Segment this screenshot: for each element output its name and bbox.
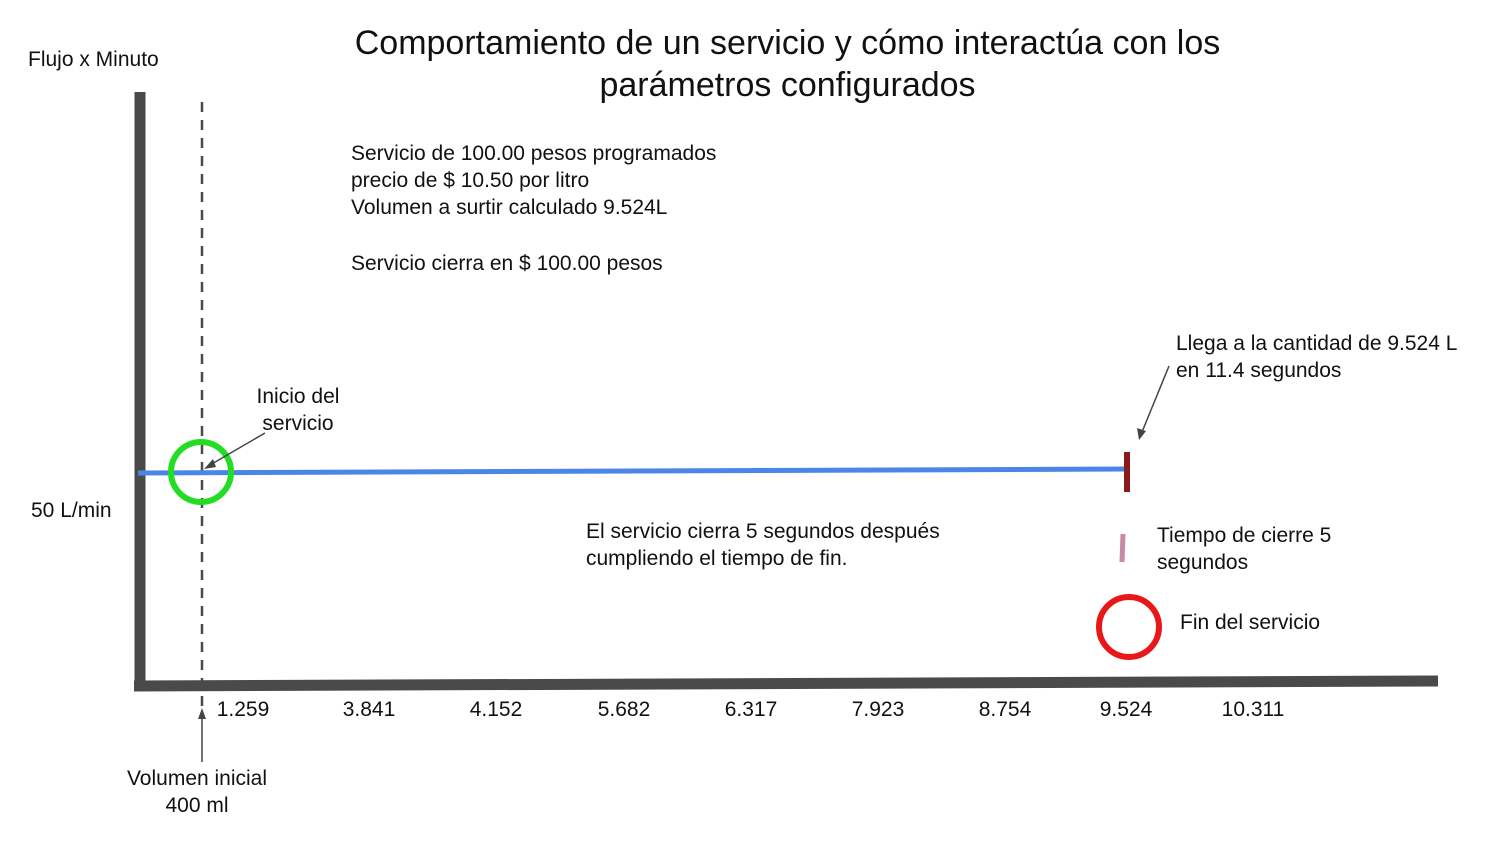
closing-note: El servicio cierra 5 segundos después cu… [586, 518, 940, 572]
quantity-reached-arrow [1137, 365, 1170, 440]
info-line-2: precio de $ 10.50 por litro [351, 169, 590, 192]
initial-volume-line2: 400 ml [165, 794, 229, 817]
x-tick-label: 6.317 [724, 698, 778, 721]
closing-note-line2: cumpliendo el tiempo de fin. [586, 547, 848, 570]
closing-time-legend-line1: Tiempo de cierre 5 [1157, 524, 1332, 547]
diagram-title-line2: parámetros configurados [599, 66, 976, 104]
x-tick-label: 5.682 [597, 698, 651, 721]
info-line-4: Servicio cierra en $ 100.00 pesos [351, 252, 663, 275]
initial-volume-arrow [198, 708, 206, 762]
x-tick-label: 9.524 [1099, 698, 1153, 721]
start-service-label-line1: Inicio del [256, 385, 340, 408]
info-line-1: Servicio de 100.00 pesos programados [351, 142, 717, 165]
start-service-arrow [204, 432, 266, 469]
diagram-title: Comportamiento de un servicio y cómo int… [0, 22, 1500, 106]
diagram-title-line1: Comportamiento de un servicio y cómo int… [354, 24, 1221, 62]
closing-time-marker [1119, 533, 1126, 563]
x-tick-label: 1.259 [216, 698, 270, 721]
x-tick-label: 7.923 [851, 698, 905, 721]
info-line-3: Volumen a surtir calculado 9.524L [351, 196, 668, 219]
y-axis-label: Flujo x Minuto [28, 48, 159, 71]
start-service-circle [168, 439, 234, 505]
x-tick-label: 8.754 [978, 698, 1032, 721]
closing-time-legend-label: Tiempo de cierre 5 segundos [1157, 522, 1331, 576]
x-tick-label: 3.841 [342, 698, 396, 721]
initial-volume-line1: Volumen inicial [126, 767, 268, 790]
x-axis [133, 675, 1439, 692]
end-service-circle [1096, 594, 1162, 660]
end-service-legend-label: Fin del servicio [1180, 611, 1321, 634]
quantity-reached-line2: en 11.4 segundos [1176, 359, 1342, 382]
start-service-label: Inicio del servicio [238, 383, 358, 437]
quantity-reached-label: Llega a la cantidad de 9.524 L en 11.4 s… [1176, 330, 1457, 384]
quantity-reached-line1: Llega a la cantidad de 9.524 L [1176, 332, 1458, 355]
x-tick-label: 10.311 [1221, 698, 1285, 721]
start-service-label-line2: servicio [262, 412, 334, 435]
x-tick-label: 4.152 [469, 698, 523, 721]
closing-note-line1: El servicio cierra 5 segundos después [586, 520, 940, 543]
closing-time-legend-line2: segundos [1157, 551, 1249, 574]
flow-line [137, 466, 1127, 476]
flow-rate-label: 50 L/min [31, 499, 112, 522]
initial-volume-label: Volumen inicial 400 ml [112, 765, 282, 819]
